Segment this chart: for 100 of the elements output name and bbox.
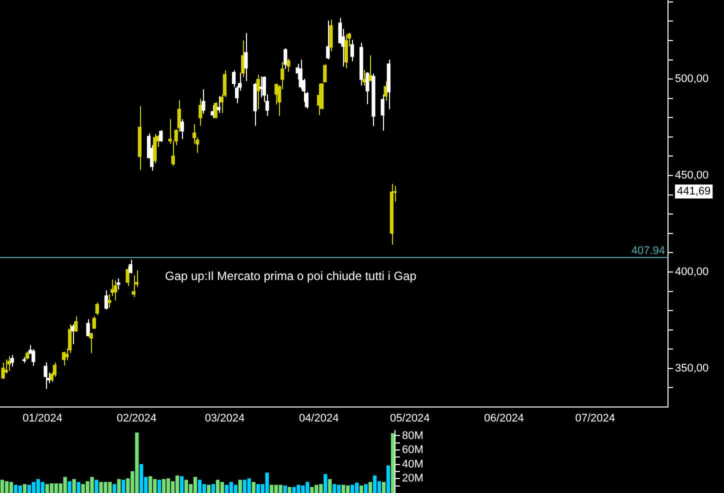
candlestick bbox=[110, 279, 114, 297]
bar bbox=[175, 475, 180, 493]
x-tick-label: 02/2024 bbox=[116, 412, 157, 425]
bar bbox=[265, 472, 269, 493]
bar bbox=[372, 475, 377, 493]
candlestick bbox=[232, 70, 236, 88]
candlestick bbox=[114, 280, 118, 301]
bar bbox=[180, 476, 184, 493]
annotation: Gap up:Il Mercato prima o poi chiude tutti i Gap bbox=[164, 269, 417, 284]
candlestick bbox=[180, 118, 184, 140]
candlestick bbox=[44, 362, 48, 390]
bar bbox=[216, 480, 220, 493]
bar bbox=[27, 484, 32, 493]
y-tick-label: 350,00 bbox=[675, 362, 709, 374]
bar bbox=[382, 482, 386, 493]
bar bbox=[148, 476, 152, 493]
y-tick-label: 20M bbox=[402, 472, 424, 485]
bar bbox=[68, 481, 72, 493]
candlestick bbox=[326, 20, 330, 60]
bar bbox=[158, 480, 162, 493]
bar bbox=[252, 482, 256, 493]
bar bbox=[18, 486, 22, 493]
bar bbox=[220, 482, 224, 493]
bar bbox=[328, 479, 332, 493]
bar bbox=[224, 484, 229, 493]
bar bbox=[0, 480, 4, 493]
candlestick bbox=[62, 351, 66, 366]
candlestick bbox=[153, 134, 157, 164]
x-tick-label: 05/2024 bbox=[390, 412, 430, 425]
candlestick bbox=[344, 34, 348, 69]
bar bbox=[350, 484, 354, 493]
y-tick-label: 400,00 bbox=[675, 266, 709, 278]
candlestick bbox=[126, 266, 130, 287]
candlestick bbox=[107, 294, 112, 308]
bar bbox=[283, 486, 287, 493]
bar bbox=[386, 465, 390, 493]
bar bbox=[238, 480, 242, 493]
candlestick bbox=[350, 39, 354, 62]
candlestick bbox=[1, 362, 5, 380]
bar bbox=[332, 484, 336, 493]
y-tick-label: 80M bbox=[402, 430, 424, 442]
y-tick-label: 500,00 bbox=[675, 73, 709, 86]
candlestick bbox=[366, 72, 370, 105]
candlestick bbox=[362, 69, 366, 86]
bar bbox=[122, 480, 126, 493]
y-tick-label: 60M bbox=[402, 444, 424, 456]
bar bbox=[234, 484, 238, 493]
text: 441,69 bbox=[677, 186, 711, 198]
candlestick bbox=[368, 55, 372, 82]
bar bbox=[184, 480, 188, 493]
bar bbox=[40, 482, 44, 493]
candlestick bbox=[380, 94, 384, 132]
bar bbox=[14, 484, 18, 493]
candlestick bbox=[128, 259, 132, 274]
y-tick-label: 450,00 bbox=[675, 170, 709, 182]
candlestick bbox=[95, 302, 99, 316]
bar bbox=[4, 481, 9, 493]
candlestick bbox=[104, 290, 108, 310]
candlestick bbox=[116, 278, 120, 290]
candlestick bbox=[202, 88, 206, 114]
bar bbox=[162, 479, 166, 493]
bar bbox=[360, 486, 364, 493]
bar bbox=[202, 484, 206, 493]
candlestick bbox=[216, 96, 220, 114]
ref-line-label: 407.94 bbox=[631, 245, 665, 258]
x-tick-label: 07/2024 bbox=[575, 412, 616, 425]
bar bbox=[22, 484, 27, 493]
candlestick bbox=[74, 316, 78, 332]
candlestick bbox=[284, 48, 288, 70]
x-tick-label: 04/2024 bbox=[298, 412, 339, 425]
candlestick bbox=[132, 274, 136, 298]
candlestick bbox=[286, 58, 290, 72]
candlestick bbox=[92, 316, 96, 330]
bar bbox=[193, 476, 198, 493]
bar bbox=[140, 464, 144, 493]
bar bbox=[342, 484, 346, 493]
bar bbox=[117, 479, 121, 493]
candlestick bbox=[329, 19, 333, 52]
candlestick bbox=[210, 104, 214, 118]
y-tick-label: 40M bbox=[402, 458, 424, 470]
bar bbox=[112, 484, 116, 493]
bar bbox=[198, 480, 202, 493]
candlestick bbox=[244, 32, 248, 82]
bar bbox=[390, 433, 395, 493]
candlestick bbox=[52, 362, 56, 378]
bar bbox=[368, 482, 372, 493]
bar bbox=[94, 480, 98, 493]
bar bbox=[247, 478, 251, 493]
x-tick-label: 03/2024 bbox=[204, 412, 245, 425]
bar bbox=[364, 484, 368, 493]
candlestick bbox=[159, 130, 163, 142]
bar bbox=[324, 474, 328, 493]
bar bbox=[211, 484, 216, 493]
bar bbox=[166, 478, 170, 493]
x-tick-label: 06/2024 bbox=[484, 412, 524, 425]
candlestick bbox=[256, 74, 260, 110]
bar bbox=[72, 479, 76, 493]
candlestick bbox=[89, 332, 93, 354]
candlestick bbox=[10, 354, 14, 368]
bar bbox=[206, 484, 211, 493]
